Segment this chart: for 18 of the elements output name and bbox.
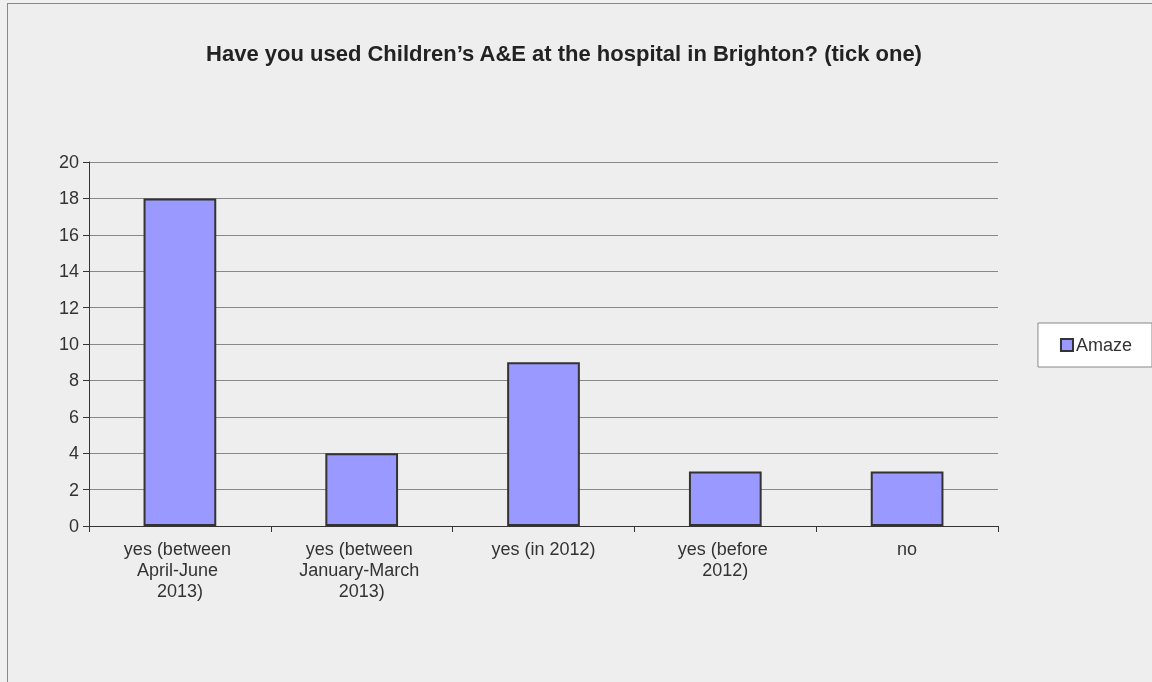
x-tick-label: no [897,538,918,559]
y-tick-label: 12 [58,297,79,318]
legend-label: Amaze [1075,335,1133,355]
y-tick-label: 16 [58,224,79,245]
x-tick-label: yes (between April-June 2013) [123,538,236,601]
x-tick-label: yes (between January-March 2013) [299,538,425,601]
chart-title: Have you used Children’s A&E at the hospital in Brighton? (tick one) [206,40,922,66]
y-tick-label: 18 [58,188,79,209]
x-tick-label: yes (before 2012) [677,538,773,580]
y-tick-label: 4 [68,443,79,464]
y-tick-label: 10 [58,334,79,354]
y-tick-label: 6 [68,406,79,427]
y-tick-label: 8 [68,370,79,391]
y-tick-label: 14 [58,261,79,282]
x-tick-label: yes (in 2012) [491,538,596,559]
y-tick-label: 20 [58,152,79,172]
y-tick-label: 2 [68,479,79,500]
y-tick-label: 0 [68,516,79,536]
